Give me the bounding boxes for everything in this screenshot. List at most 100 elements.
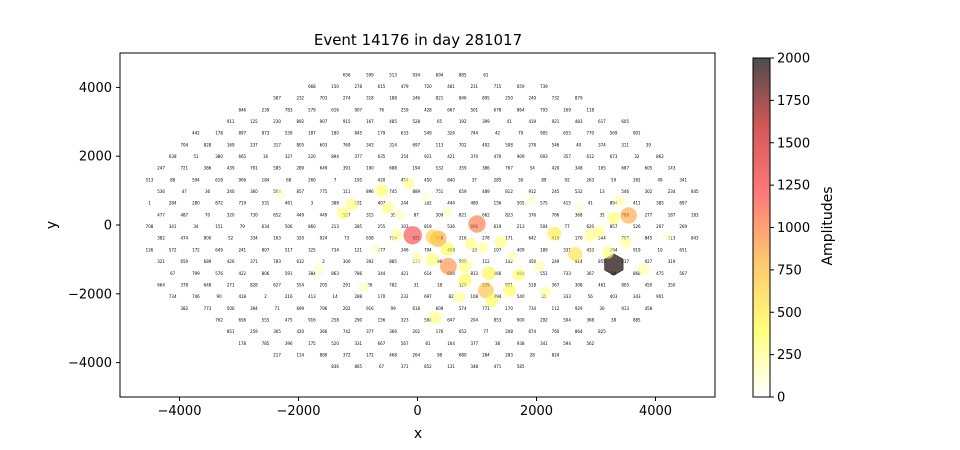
channel-number-label: 638 <box>169 154 177 159</box>
channel-number-label: 906 <box>238 177 246 182</box>
channel-number-label: 254 <box>401 154 409 159</box>
channel-number-label: 422 <box>238 271 246 276</box>
channel-number-label: 368 <box>575 212 583 217</box>
channel-number-label: 916 <box>308 317 316 322</box>
channel-number-label: 13 <box>599 189 605 194</box>
channel-number-label: 783 <box>285 107 293 112</box>
channel-number-label: 897 <box>679 201 687 206</box>
channel-number-label: 38 <box>611 317 617 322</box>
channel-number-label: 67 <box>379 364 385 369</box>
channel-number-label: 634 <box>262 224 270 229</box>
channel-number-label: 444 <box>447 201 455 206</box>
channel-number-label: 635 <box>378 154 386 159</box>
channel-number-label: 277 <box>645 212 653 217</box>
channel-number-label: 648 <box>204 282 212 287</box>
channel-number-label: 216 <box>285 294 293 299</box>
channel-number-label: 924 <box>320 236 328 241</box>
channel-number-label: 318 <box>366 96 374 101</box>
channel-number-label: 794 <box>424 247 432 252</box>
channel-number-label: 67 <box>170 271 176 276</box>
channel-number-label: 98 <box>437 353 443 358</box>
channel-number-label: 283 <box>505 353 513 358</box>
channel-number-label: 247 <box>157 166 165 171</box>
channel-number-label: 475 <box>285 317 293 322</box>
channel-number-label: 554 <box>296 282 304 287</box>
channel-number-label: 730 <box>250 212 258 217</box>
channel-number-label: 872 <box>215 201 223 206</box>
channel-number-label: 47 <box>182 189 188 194</box>
channel-number-label: 278 <box>528 142 536 147</box>
channel-number-label: 531 <box>262 201 270 206</box>
channel-number-label: 415 <box>563 201 571 206</box>
channel-number-label: 668 <box>308 84 316 89</box>
channel-number-label: 183 <box>691 212 699 217</box>
channel-number-label: 169 <box>227 142 235 147</box>
channel-number-label: 234 <box>668 189 676 194</box>
channel-number-label: 346 <box>401 247 409 252</box>
channel-number-label: 905 <box>540 131 548 136</box>
channel-number-label: 2 <box>264 294 267 299</box>
channel-number-label: 278 <box>482 236 490 241</box>
channel-number-label: 782 <box>389 282 397 287</box>
channel-number-label: 396 <box>285 341 293 346</box>
channel-number-label: 30 <box>599 306 605 311</box>
hit-point <box>346 198 359 211</box>
channel-number-label: 591 <box>285 271 293 276</box>
channel-number-label: 605 <box>621 119 629 124</box>
channel-number-label: 288 <box>354 294 362 299</box>
colorbar-tick-label: 2000 <box>777 52 810 67</box>
channel-number-label: 88 <box>170 177 176 182</box>
channel-number-label: 259 <box>250 329 258 334</box>
channel-number-label: 92 <box>565 177 571 182</box>
channel-number-label: 587 <box>273 96 281 101</box>
channel-number-label: 65 <box>437 119 443 124</box>
channel-number-label: 828 <box>250 282 258 287</box>
channel-number-label: 357 <box>563 154 571 159</box>
hit-point <box>485 294 499 308</box>
channel-number-label: 38 <box>495 341 501 346</box>
x-tick-label: 0 <box>413 404 421 419</box>
channel-number-label: 151 <box>215 224 223 229</box>
channel-number-label: 285 <box>354 224 362 229</box>
channel-number-label: 216 <box>459 236 467 241</box>
channel-number-label: 575 <box>540 201 548 206</box>
channel-number-label: 751 <box>436 189 444 194</box>
channel-number-label: 572 <box>169 247 177 252</box>
channel-number-label: 489 <box>482 189 490 194</box>
channel-number-label: 492 <box>482 142 490 147</box>
channel-number-label: 938 <box>517 341 525 346</box>
hit-point <box>336 206 350 220</box>
channel-number-label: 118 <box>586 107 594 112</box>
channel-number-label: 51 <box>193 154 199 159</box>
channel-number-label: 315 <box>366 212 374 217</box>
channel-number-label: 555 <box>262 317 270 322</box>
channel-number-label: 845 <box>691 189 699 194</box>
channel-number-label: 857 <box>610 224 618 229</box>
channel-number-label: 805 <box>621 282 629 287</box>
channel-number-label: 689 <box>204 259 212 264</box>
channel-number-label: 172 <box>192 247 200 252</box>
channel-number-label: 377 <box>470 341 478 346</box>
hit-point <box>402 177 415 190</box>
channel-number-label: 114 <box>296 353 304 358</box>
channel-number-label: 450 <box>645 282 653 287</box>
channel-number-label: 380 <box>215 154 223 159</box>
channel-number-label: 73 <box>344 236 350 241</box>
channel-number-label: 277 <box>378 247 386 252</box>
colorbar-tick-label: 500 <box>777 306 802 321</box>
channel-number-label: 745 <box>389 189 397 194</box>
channel-number-label: 475 <box>656 271 664 276</box>
channel-number-label: 900 <box>517 317 525 322</box>
hit-point <box>482 266 496 281</box>
channel-number-label: 934 <box>412 72 420 77</box>
y-axis-label: y <box>44 221 60 229</box>
channel-number-label: 320 <box>296 236 304 241</box>
channel-number-label: 655 <box>563 131 571 136</box>
channel-number-label: 255 <box>378 224 386 229</box>
channel-number-label: 213 <box>331 224 339 229</box>
channel-number-label: 392 <box>366 259 374 264</box>
channel-number-label: 246 <box>412 96 420 101</box>
y-axis: −4000 −2000 0 2000 4000 <box>68 81 120 371</box>
channel-number-label: 131 <box>447 364 455 369</box>
channel-number-label: 205 <box>320 282 328 287</box>
